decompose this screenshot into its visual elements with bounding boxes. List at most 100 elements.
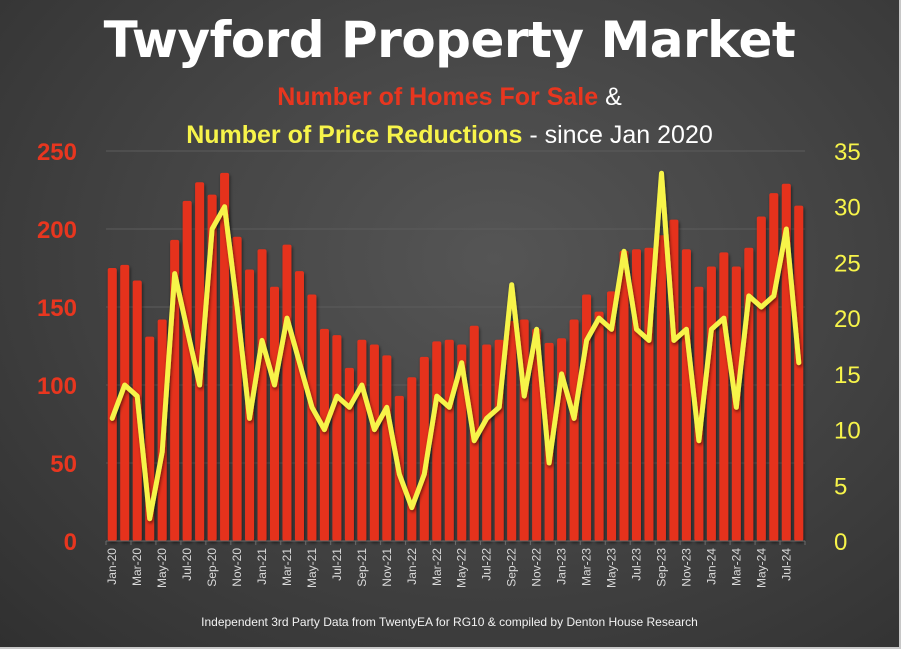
footer-source: Independent 3rd Party Data from TwentyEA… [201,615,698,629]
line-point [161,451,163,453]
left-axis-ticks: 0 50 100 150 200 250 [37,139,77,556]
line-point [174,273,176,275]
x-tick-label: Sep-21 [355,548,369,587]
line-point [573,417,575,419]
line-point [448,406,450,408]
bar [419,356,429,541]
line-point [648,339,650,341]
line-point [261,339,263,341]
line-point [523,395,525,397]
right-tick-label: 35 [834,139,861,166]
x-tick-label: Nov-22 [530,548,544,587]
right-tick-label: 30 [834,195,861,222]
x-tick-label: Nov-21 [380,548,394,587]
bar [382,355,392,541]
line-point [548,462,550,464]
x-tick-label: Sep-22 [505,548,519,587]
bar [681,249,691,541]
bar [357,339,367,541]
line-point [186,328,188,330]
bar [407,377,417,541]
line-point [336,395,338,397]
line-point [735,406,737,408]
bar [656,235,666,542]
bar [631,249,641,541]
right-tick-label: 10 [834,418,861,445]
bar [294,271,304,541]
bar [332,335,342,541]
line-point [536,328,538,330]
bar [182,200,192,542]
subtitle-line-2: Number of Price Reductions - since Jan 2… [0,120,899,150]
bar [457,344,467,541]
line-point [586,339,588,341]
x-tick-label: May-22 [455,548,469,588]
x-tick-label: Nov-23 [679,548,693,587]
bar [694,286,704,541]
x-axis-tick-labels: Jan-20 Mar-20 May-20 Jul-20 Sep-20 Nov-20 Jan-… [105,548,793,588]
bar [756,216,766,541]
bar [270,286,280,541]
line-point [199,384,201,386]
line-point [635,328,637,330]
bar [344,367,354,541]
line-point [124,384,126,386]
bar [369,344,379,541]
left-tick-label: 250 [37,139,77,166]
x-tick-label: May-23 [605,548,619,588]
bar [706,266,716,541]
bar [557,338,567,541]
line-point [760,306,762,308]
line-point [211,228,213,230]
x-tick-label: Mar-22 [430,548,444,586]
line-point [423,473,425,475]
right-tick-label: 25 [834,250,861,277]
line-point [611,328,613,330]
bar [107,268,117,541]
bar [220,172,230,541]
line-point [785,228,787,230]
line-point [323,429,325,431]
left-tick-label: 200 [37,217,77,244]
bar [794,205,804,541]
line-point [398,473,400,475]
line-point [149,518,151,520]
line-point [723,317,725,319]
line-point [798,362,800,364]
line-point [698,440,700,442]
left-tick-label: 50 [50,451,77,478]
right-axis-ticks: 0 5 10 15 20 25 30 35 [834,139,861,556]
line-point [498,406,500,408]
line-point [561,373,563,375]
line-point [461,362,463,364]
x-tick-label: Jan-24 [704,548,718,585]
line-point [511,284,513,286]
line-point [111,417,113,419]
x-tick-label: Jul-20 [180,548,194,581]
line-point [274,384,276,386]
bar [120,264,130,541]
x-tick-label: Jul-23 [629,548,643,581]
bar [594,311,604,541]
subtitle-line-1: Number of Homes For Sale & [0,82,899,112]
x-tick-label: Mar-24 [729,548,743,586]
subtitle-since: - since Jan 2020 [522,121,713,149]
line-point [386,406,388,408]
bar [432,341,442,541]
line-point [224,206,226,208]
x-tick-label: Sep-20 [205,548,219,587]
line-point [673,339,675,341]
x-tick-label: Jan-21 [255,548,269,585]
bar [532,328,542,541]
x-tick-label: Mar-20 [130,548,144,586]
line-point [685,328,687,330]
x-tick-label: May-21 [305,548,319,588]
bar [769,193,779,541]
x-tick-label: Jul-24 [779,548,793,581]
x-tick-label: Jul-21 [330,548,344,581]
x-tick-label: Nov-20 [230,548,244,587]
line-series-price-reductions [109,170,802,522]
line-point [598,317,600,319]
